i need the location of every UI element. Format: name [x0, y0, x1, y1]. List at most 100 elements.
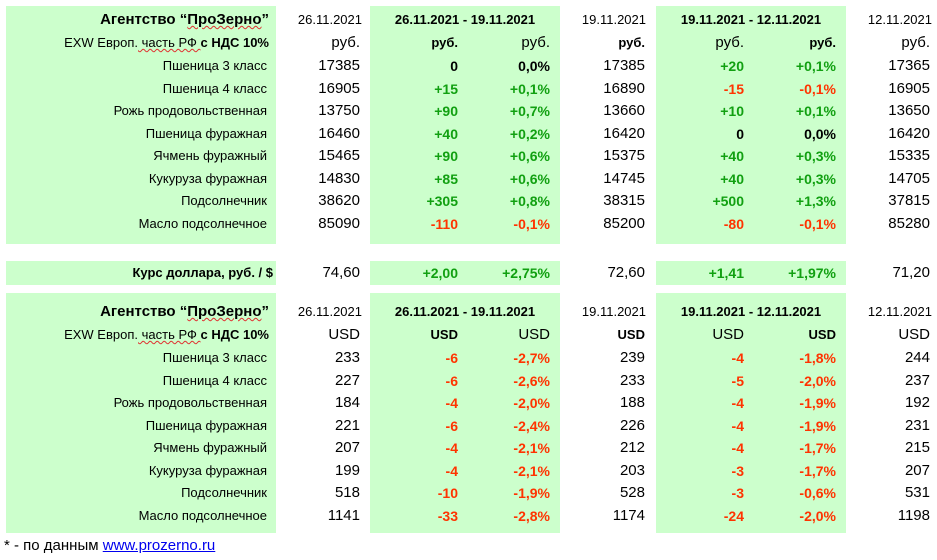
footer-link[interactable]: www.prozerno.ru: [102, 537, 216, 554]
fx-label: Курс доллара, руб. / $: [132, 265, 274, 280]
basis-label: EXW Европ. часть РФ с НДС 10%: [6, 32, 269, 54]
price-current: 233: [334, 349, 360, 366]
price-current: 207: [334, 439, 360, 456]
price-mid: 16420: [603, 124, 645, 142]
price-prev: 37815: [888, 192, 930, 209]
commodity-name: Кукуруза фуражная: [148, 462, 267, 478]
fx-pct1: +2,75%: [502, 265, 550, 281]
price-prev: 16420: [888, 124, 930, 142]
change-pct-1: +0,6%: [509, 170, 550, 187]
commodity-name: Пшеница 4 класс: [162, 372, 267, 388]
unit-mid: руб.: [618, 35, 645, 50]
change-abs-2: +500: [712, 193, 744, 209]
change-pct-2: -2,0%: [799, 507, 836, 524]
commodity-name: Пшеница 4 класс: [162, 80, 267, 96]
price-prev: 17365: [888, 57, 930, 74]
change-abs-2: -24: [723, 507, 744, 524]
price-current: 38620: [318, 192, 360, 209]
price-current: 13750: [318, 102, 360, 119]
fx-mid: 72,60: [607, 264, 645, 281]
change-abs-1: -6: [445, 372, 458, 389]
price-current: 85090: [318, 214, 360, 232]
bg-label-bottom: [6, 293, 276, 533]
change-abs-1: -4: [445, 395, 458, 411]
basis-label: EXW Европ. часть РФ с НДС 10%: [6, 324, 269, 346]
unit-pct1: USD: [518, 326, 550, 343]
price-current: 17385: [318, 57, 360, 74]
change-abs-2: -4: [731, 395, 744, 411]
date-current: 26.11.2021: [297, 12, 362, 27]
commodity-name: Пшеница фуражная: [145, 417, 267, 433]
price-current: 221: [334, 416, 360, 434]
change-pct-2: -1,7%: [799, 440, 836, 456]
unit-pct2: руб.: [809, 35, 836, 50]
commodity-name: Пшеница фуражная: [145, 125, 267, 141]
fx-delta1: +2,00: [422, 265, 458, 281]
change-abs-2: +40: [720, 148, 744, 164]
price-mid: 233: [619, 371, 645, 389]
change-pct-1: -2,1%: [513, 440, 550, 456]
change-pct-2: +0,3%: [795, 170, 836, 187]
basis-a: EXW Европ.: [64, 327, 138, 342]
change-abs-1: 0: [450, 58, 458, 74]
commodity-name: Подсолнечник: [181, 193, 267, 208]
agency-title: Агентство “ПроЗерно”: [6, 301, 269, 323]
period2-header: 19.11.2021 - 12.11.2021: [680, 12, 822, 27]
change-abs-2: -15: [723, 80, 744, 97]
date-prev: 12.11.2021: [867, 12, 932, 27]
change-abs-2: -3: [731, 462, 744, 479]
change-abs-1: -33: [437, 507, 458, 524]
price-prev: 237: [904, 371, 930, 389]
bg-label-top: [6, 6, 276, 244]
unit-prev: USD: [898, 326, 930, 343]
footer-note: * - по данным www.prozerno.ru: [4, 536, 215, 556]
change-abs-1: -110: [430, 215, 458, 232]
price-prev: 531: [904, 484, 930, 501]
price-mid: 38315: [603, 192, 645, 209]
price-current: 1141: [327, 506, 360, 524]
change-abs-2: -4: [731, 417, 744, 434]
change-abs-2: +40: [720, 170, 744, 187]
price-mid: 239: [619, 349, 645, 366]
bg-period1-fx: [370, 261, 560, 285]
date-mid: 19.11.2021: [581, 12, 646, 27]
agency-name: ПроЗерно: [187, 303, 262, 320]
period1-header: 26.11.2021 - 19.11.2021: [394, 304, 536, 319]
unit-delta1: руб.: [431, 35, 458, 50]
agency-prefix: Агентство “: [100, 11, 188, 28]
change-pct-2: +0,1%: [795, 58, 836, 74]
price-current: 518: [334, 484, 360, 501]
change-abs-2: -5: [731, 372, 744, 389]
change-pct-2: -1,9%: [799, 417, 836, 434]
change-abs-2: -4: [731, 440, 744, 456]
basis-b: часть РФ: [138, 35, 201, 50]
unit-current: USD: [328, 326, 360, 343]
commodity-name: Масло подсолнечное: [138, 507, 267, 523]
price-mid: 16890: [603, 79, 645, 97]
change-abs-2: -3: [731, 485, 744, 501]
period1-header: 26.11.2021 - 19.11.2021: [394, 12, 536, 27]
commodity-name: Подсолнечник: [181, 485, 267, 500]
price-mid: 528: [619, 484, 645, 501]
agency-suffix: ”: [261, 303, 270, 320]
price-mid: 17385: [603, 57, 645, 74]
change-abs-1: +305: [426, 193, 458, 209]
price-mid: 226: [619, 416, 645, 434]
fx-cur: 74,60: [322, 264, 360, 281]
price-current: 15465: [318, 147, 360, 164]
unit-delta1: USD: [430, 327, 458, 342]
price-prev: 215: [904, 439, 930, 456]
price-prev: 192: [904, 394, 930, 411]
price-prev: 244: [904, 349, 930, 366]
change-pct-2: +1,3%: [795, 193, 836, 209]
change-abs-2: -80: [723, 215, 744, 232]
change-pct-2: -1,9%: [799, 395, 836, 411]
commodity-name: Пшеница 3 класс: [162, 58, 267, 73]
change-pct-1: +0,6%: [509, 148, 550, 164]
change-pct-2: -1,7%: [799, 462, 836, 479]
change-pct-2: 0,0%: [804, 125, 836, 142]
commodity-name: Пшеница 3 класс: [162, 350, 267, 365]
commodity-name: Кукуруза фуражная: [148, 170, 267, 186]
change-pct-1: -2,6%: [513, 372, 550, 389]
commodity-name: Ячмень фуражный: [153, 148, 267, 163]
